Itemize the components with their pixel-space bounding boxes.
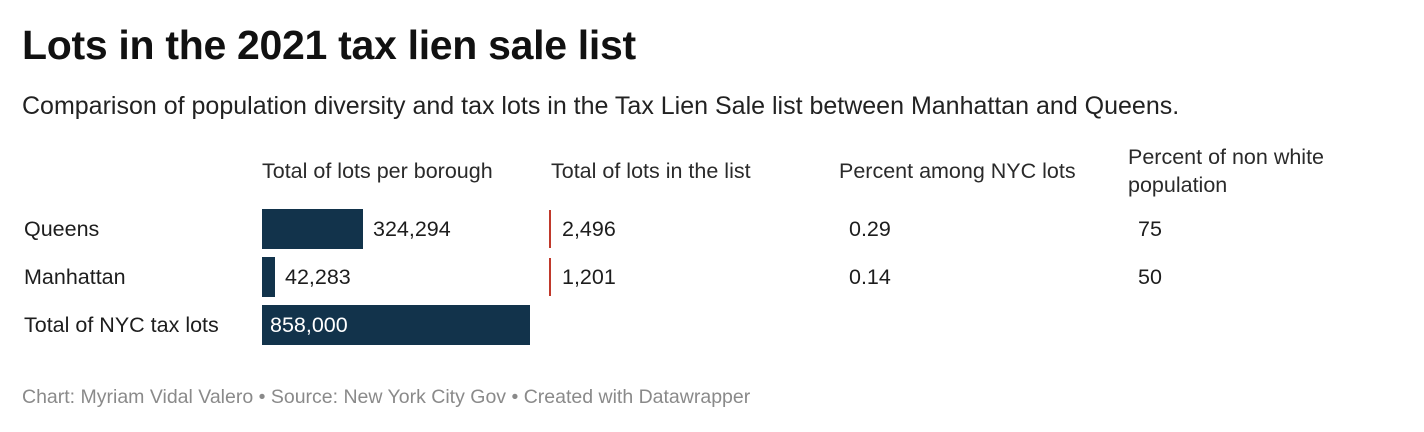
tick-queens — [549, 210, 551, 248]
cell-queens-percent-nyc: 0.29 — [849, 217, 891, 241]
tick-manhattan — [549, 258, 551, 296]
bar-total-nyc-lots — [262, 305, 530, 345]
column-header-percent-nyc: Percent among NYC lots — [839, 159, 1076, 183]
bar-value-manhattan: 42,283 — [285, 265, 351, 289]
bar-manhattan-total-lots — [262, 257, 275, 297]
cell-queens-lots-in-list: 2,496 — [562, 217, 616, 241]
bar-queens-total-lots — [262, 209, 363, 249]
column-header-percent-non-white: Percent of non white population — [1128, 145, 1325, 197]
cell-queens-percent-non-white: 75 — [1138, 217, 1162, 241]
row-label-total-nyc: Total of NYC tax lots — [24, 313, 219, 337]
column-header-lots-in-list: Total of lots in the list — [551, 159, 751, 183]
bar-value-queens: 324,294 — [373, 217, 451, 241]
row-label-queens: Queens — [24, 217, 100, 241]
cell-manhattan-percent-non-white: 50 — [1138, 265, 1162, 289]
chart-subtitle: Comparison of population diversity and t… — [22, 92, 1180, 120]
chart-title: Lots in the 2021 tax lien sale list — [22, 22, 636, 68]
cell-manhattan-percent-nyc: 0.14 — [849, 265, 891, 289]
cell-manhattan-lots-in-list: 1,201 — [562, 265, 616, 289]
column-header-total-lots: Total of lots per borough — [262, 159, 493, 183]
bar-value-total-nyc: 858,000 — [270, 313, 348, 337]
row-label-manhattan: Manhattan — [24, 265, 126, 289]
chart-footer: Chart: Myriam Vidal Valero • Source: New… — [22, 386, 751, 408]
